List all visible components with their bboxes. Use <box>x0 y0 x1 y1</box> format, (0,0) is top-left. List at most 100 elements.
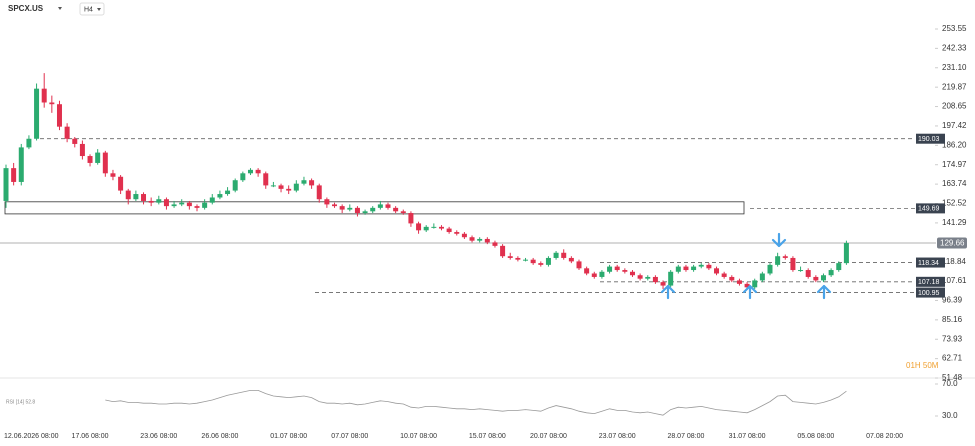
candle-body <box>110 173 116 177</box>
candle-body <box>446 228 452 233</box>
candle-body <box>652 276 658 283</box>
x-tick-label: 17.06 08:00 <box>72 433 109 440</box>
candle-body <box>202 202 208 208</box>
candle-body <box>95 152 101 163</box>
candle-body <box>79 143 85 157</box>
candle-body <box>545 257 551 265</box>
candle-body <box>34 88 40 139</box>
y-tick-label: 197.42 <box>942 121 967 130</box>
candle-body <box>668 271 674 286</box>
level-label-box <box>916 276 945 287</box>
candle-body <box>255 169 261 174</box>
candle-body <box>217 194 223 198</box>
candle-body <box>347 207 353 210</box>
candle-body <box>179 202 185 205</box>
x-tick-label: 15.07 08:00 <box>469 433 506 440</box>
y-tick-label: 186.20 <box>942 140 967 149</box>
candle-body <box>225 190 231 195</box>
candle-body <box>87 156 93 163</box>
candle-body <box>507 256 513 258</box>
x-tick-label: 07.07 08:00 <box>331 433 368 440</box>
candle-body <box>156 199 162 203</box>
x-tick-label: 01.07 08:00 <box>270 433 307 440</box>
candle-body <box>171 204 177 207</box>
candle-body <box>469 237 475 241</box>
candle-body <box>843 242 849 264</box>
x-tick-label: 12.06.2026 08:00 <box>4 433 59 440</box>
candle-body <box>438 226 444 229</box>
candle-body <box>209 197 215 203</box>
y-tick-label: 231.10 <box>942 63 967 72</box>
level-label: 118.34 <box>918 260 939 267</box>
y-tick-label: 96.39 <box>942 296 963 305</box>
candle-body <box>622 270 628 272</box>
candle-body <box>714 268 720 274</box>
candle-body <box>461 233 467 238</box>
candle-body <box>56 104 62 127</box>
level-label: 100.95 <box>918 290 940 297</box>
candle-body <box>820 275 826 281</box>
candle-body <box>836 263 842 271</box>
candle-body <box>11 168 17 182</box>
candle-body <box>523 259 529 261</box>
timeframe-box[interactable] <box>79 2 105 16</box>
candle-body <box>339 206 345 210</box>
candle-body <box>309 180 315 186</box>
rsi-tick-label: 30.0 <box>942 411 958 420</box>
x-tick-label: 28.07 08:00 <box>667 433 704 440</box>
candle-body <box>133 194 139 200</box>
symbol-dropdown[interactable] <box>58 7 62 10</box>
candle-body <box>744 283 750 288</box>
candle-body <box>3 168 9 201</box>
candle-body <box>691 266 697 271</box>
x-tick-label: 23.06 08:00 <box>140 433 177 440</box>
candle-body <box>599 271 605 277</box>
candle-body <box>393 207 399 212</box>
candle-body <box>278 185 284 189</box>
candle-body <box>790 257 796 271</box>
candle-body <box>41 88 47 103</box>
level-label: 190.03 <box>918 136 940 143</box>
candle-body <box>163 199 169 207</box>
candle-body <box>102 152 108 174</box>
level-label-box <box>916 287 945 298</box>
candle-body <box>477 238 483 241</box>
y-tick-label: 141.29 <box>942 218 967 227</box>
candle-body <box>484 238 490 243</box>
candle-body <box>500 245 506 257</box>
buy-arrow <box>660 284 676 300</box>
candle-body <box>607 266 613 272</box>
timeframe[interactable]: H4 <box>84 6 93 13</box>
candle-body <box>194 206 200 208</box>
candle-body <box>293 183 299 191</box>
last-price-box <box>937 237 967 249</box>
y-tick-label: 253.55 <box>942 24 967 33</box>
y-tick-label: 107.61 <box>942 276 967 285</box>
level-label: 149.69 <box>918 206 940 213</box>
candle-body <box>370 207 376 212</box>
x-tick-label: 31.07 08:00 <box>729 433 766 440</box>
candle-body <box>759 273 765 281</box>
y-tick-label: 163.74 <box>942 179 967 188</box>
candle-body <box>316 185 322 200</box>
y-tick-label: 242.33 <box>942 43 967 52</box>
candle-body <box>186 202 192 207</box>
candle-body <box>247 169 253 174</box>
candle-body <box>141 194 147 201</box>
candle-body <box>286 188 292 191</box>
candle-body <box>431 226 437 228</box>
symbol[interactable]: SPCX.US <box>8 4 44 13</box>
x-tick-label: 10.07 08:00 <box>400 433 437 440</box>
candle-body <box>576 261 582 269</box>
candle-body <box>118 176 124 191</box>
candle-body <box>125 190 131 200</box>
y-tick-label: 174.97 <box>942 160 967 169</box>
candle-body <box>591 273 597 277</box>
candle-body <box>805 270 811 277</box>
x-tick-label: 07.08 20:00 <box>866 433 903 440</box>
candle-body <box>362 211 368 214</box>
candle-body <box>64 126 70 139</box>
last-price-label: 129.66 <box>940 239 965 248</box>
